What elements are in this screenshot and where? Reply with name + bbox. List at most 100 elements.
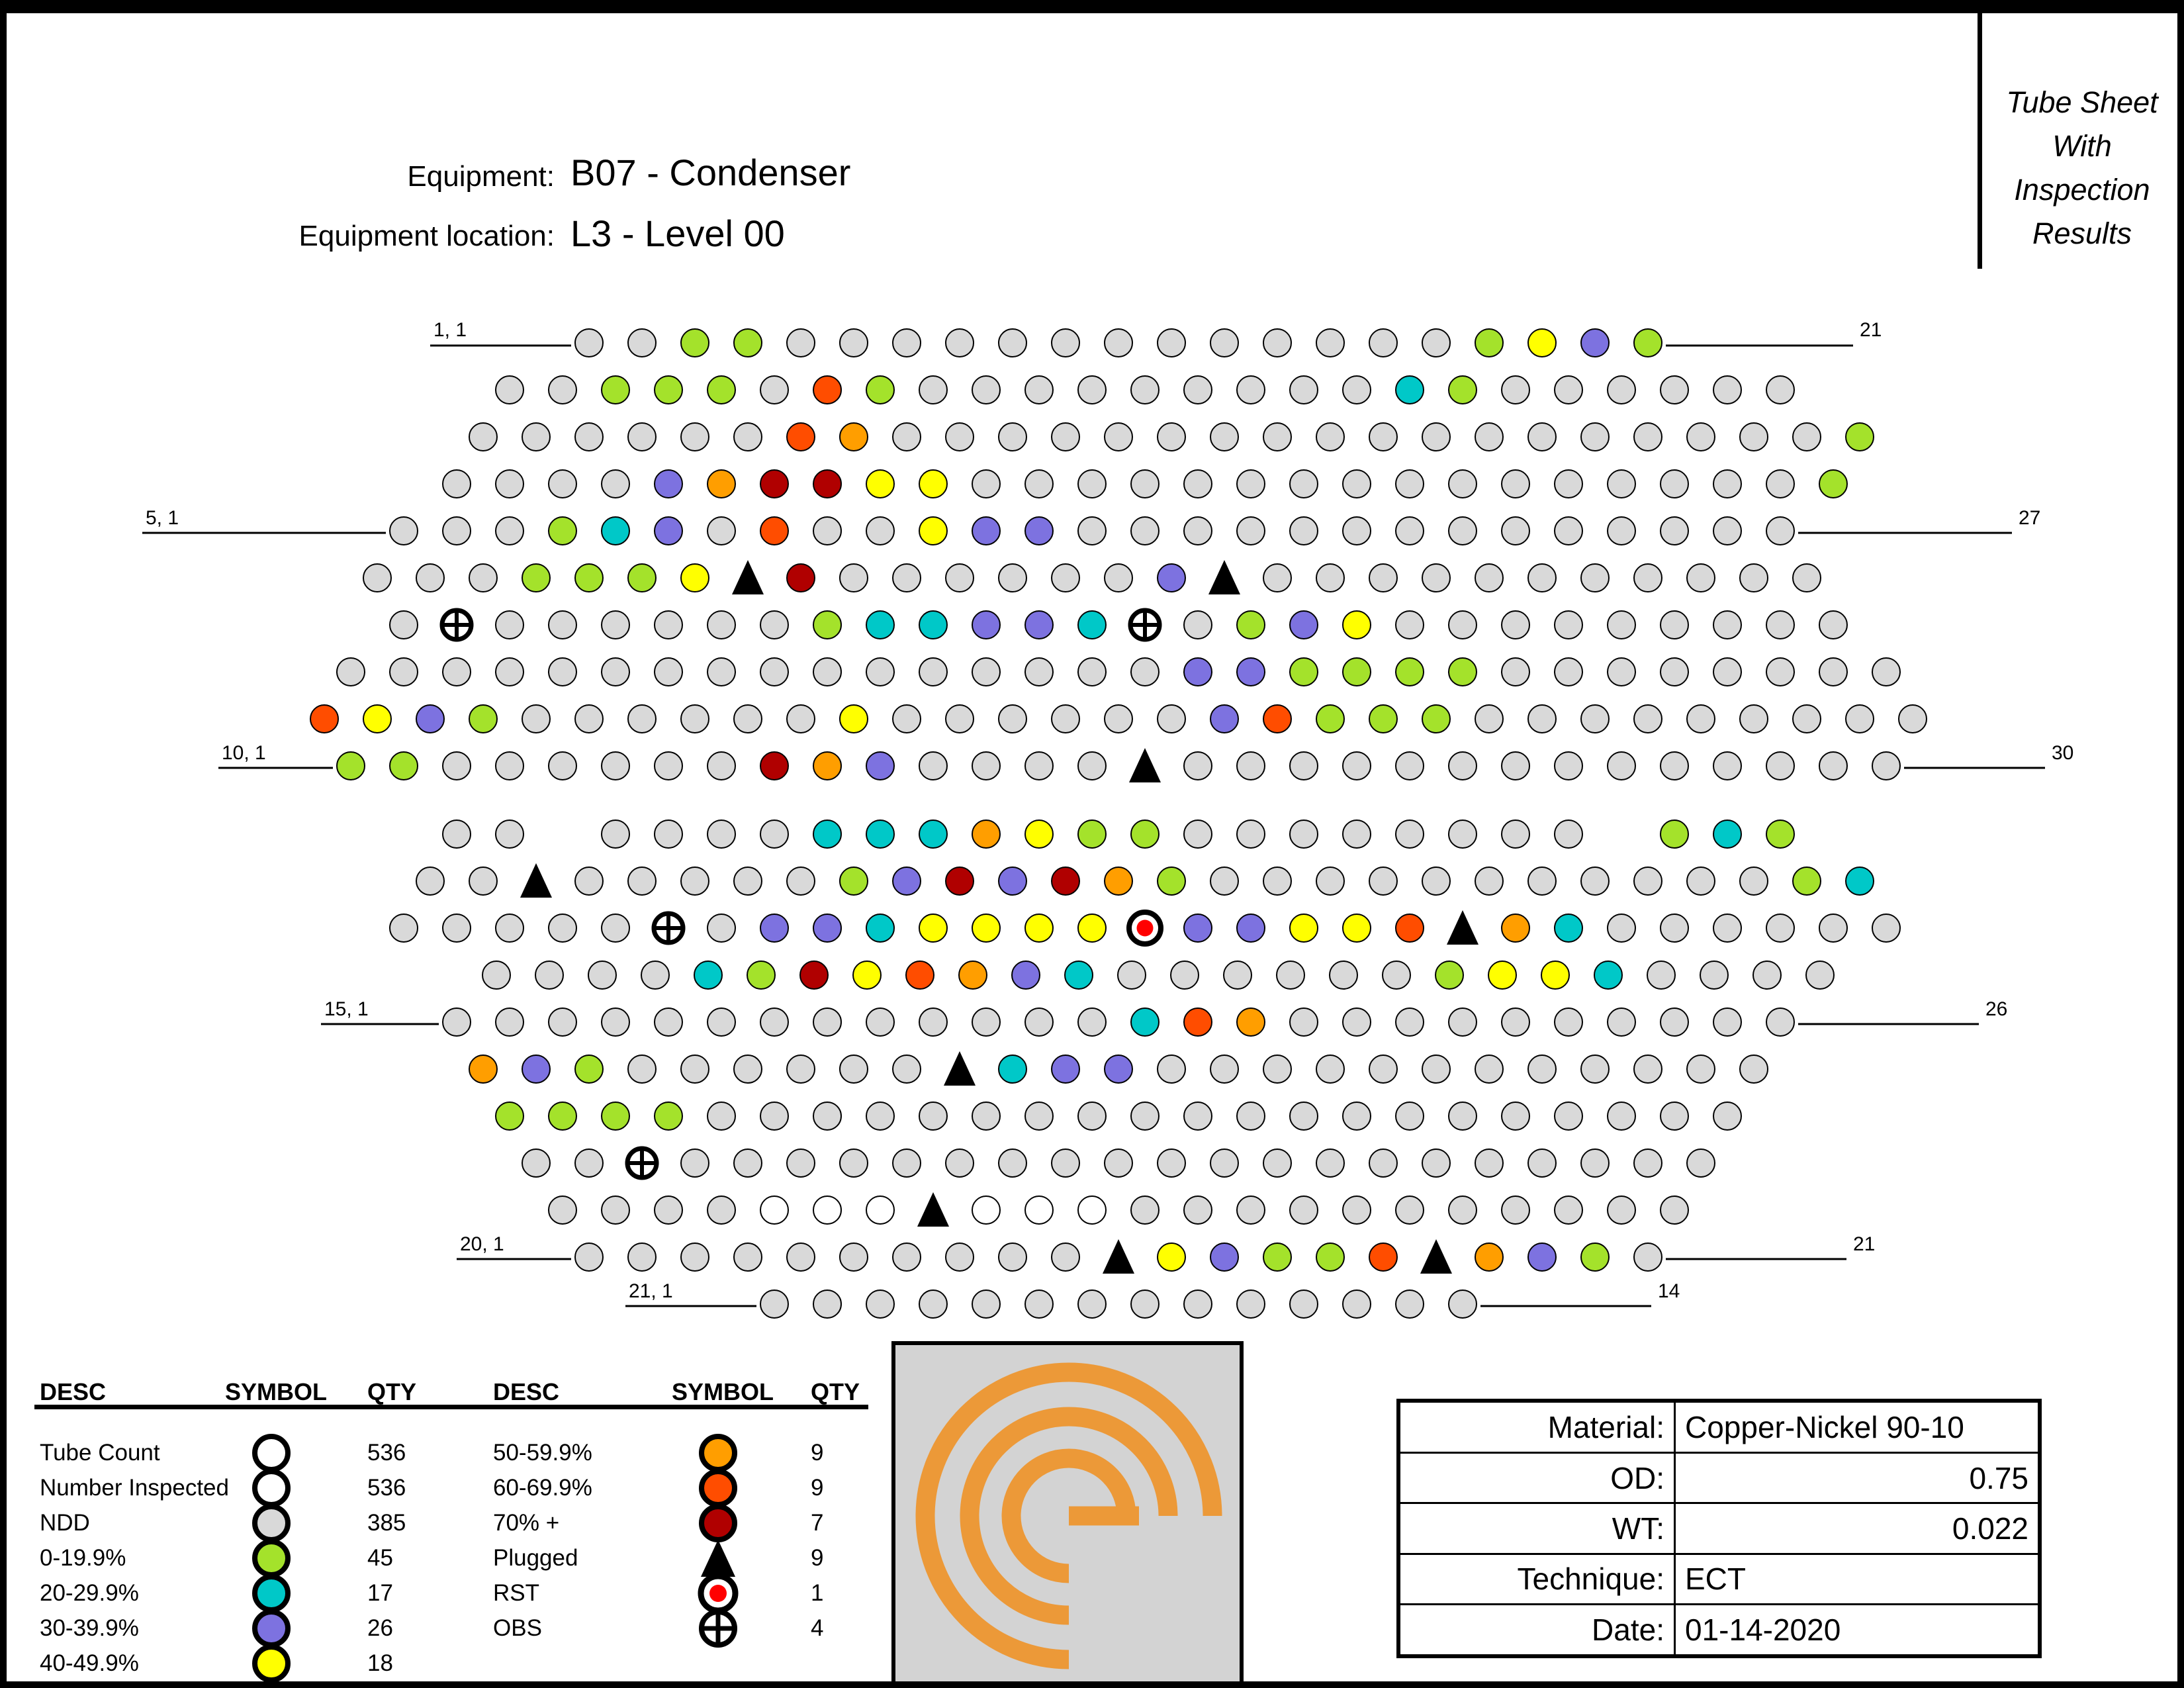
tube-0-19.9% bbox=[680, 328, 709, 357]
tube-ndd bbox=[1289, 1102, 1318, 1131]
tube-ndd bbox=[1713, 375, 1742, 404]
tube-60-69.9% bbox=[1183, 1008, 1212, 1037]
legend-header-underline bbox=[34, 1405, 868, 1409]
tube-ndd bbox=[627, 867, 657, 896]
tube-ndd bbox=[892, 1243, 921, 1272]
legend-item-qty: 26 bbox=[367, 1615, 393, 1641]
tube-ndd bbox=[1607, 1102, 1636, 1131]
tube-ndd bbox=[1263, 328, 1292, 357]
tube-ndd bbox=[1130, 1102, 1160, 1131]
legend-item-label: 70% + bbox=[493, 1510, 560, 1536]
tube-ndd bbox=[548, 469, 577, 498]
tube-40-49.9% bbox=[680, 563, 709, 592]
tube-row-18 bbox=[522, 1146, 1715, 1180]
tube-ndd bbox=[760, 1102, 789, 1131]
tube-row-10 bbox=[336, 748, 1901, 782]
tube-ndd bbox=[1342, 1196, 1371, 1225]
tube-ndd bbox=[1766, 375, 1795, 404]
row-label: 27 bbox=[2019, 507, 2040, 529]
tube-ndd bbox=[1157, 704, 1186, 733]
tube-ndd bbox=[1607, 914, 1636, 943]
tube-ndd bbox=[1395, 1102, 1424, 1131]
tube-ndd bbox=[1607, 610, 1636, 639]
tube-ndd bbox=[1501, 1196, 1530, 1225]
tube-ndd bbox=[1739, 563, 1768, 592]
tube-70%+ bbox=[1051, 867, 1080, 896]
tube-50-59.9% bbox=[469, 1055, 498, 1084]
tube-ndd bbox=[813, 1008, 842, 1037]
tube-rst-core bbox=[1136, 919, 1154, 937]
tube-0-19.9% bbox=[1316, 1243, 1345, 1272]
tube-ndd bbox=[1024, 1289, 1054, 1319]
tube-ndd bbox=[972, 657, 1001, 686]
tube-sheet-map: 1, 1 5, 1 10, 1 15, 1 20, 1 21, 1 21 27 30 26 21 14 bbox=[142, 319, 2073, 1319]
tube-ndd bbox=[1316, 563, 1345, 592]
tube-ndd bbox=[707, 516, 736, 545]
tube-ndd bbox=[1805, 961, 1835, 990]
legend-item-label: 60-69.9% bbox=[493, 1475, 592, 1501]
tube-ndd bbox=[1382, 961, 1411, 990]
tube-ndd bbox=[654, 820, 683, 849]
tube-ndd bbox=[1527, 563, 1557, 592]
tube-ndd bbox=[1819, 610, 1848, 639]
legend-item-label: Number Inspected bbox=[40, 1475, 229, 1501]
legend-symbol-plugged-triangle bbox=[701, 1540, 735, 1577]
tube-ndd bbox=[1263, 1055, 1292, 1084]
tube-30-39.9% bbox=[972, 610, 1001, 639]
tube-ndd bbox=[442, 516, 471, 545]
tube-ndd bbox=[469, 563, 498, 592]
tube-ndd bbox=[495, 469, 524, 498]
tube-60-69.9% bbox=[1369, 1243, 1398, 1272]
tube-0-19.9% bbox=[1263, 1243, 1292, 1272]
logo-arcs-icon bbox=[915, 1362, 1222, 1669]
tube-30-39.9% bbox=[998, 867, 1027, 896]
tube-ndd bbox=[1117, 961, 1146, 990]
tube-ndd bbox=[1527, 422, 1557, 451]
tube-ndd bbox=[654, 657, 683, 686]
tube-ndd bbox=[1607, 516, 1636, 545]
tube-ndd bbox=[1130, 1289, 1160, 1319]
tube-0-19.9% bbox=[839, 867, 868, 896]
tube-ndd bbox=[574, 422, 604, 451]
tube-50-59.9% bbox=[1104, 867, 1133, 896]
equipment-location-label: Equipment location: bbox=[298, 220, 555, 252]
tube-ndd bbox=[1660, 1196, 1689, 1225]
tube-ndd bbox=[760, 375, 789, 404]
tube-ndd bbox=[813, 1102, 842, 1131]
tube-ndd bbox=[1104, 563, 1133, 592]
tube-ndd bbox=[1077, 469, 1107, 498]
tube-ndd bbox=[786, 867, 815, 896]
tube-60-69.9% bbox=[1395, 914, 1424, 943]
tube-ndd bbox=[733, 867, 762, 896]
tube-ndd bbox=[1527, 704, 1557, 733]
tube-30-39.9% bbox=[972, 516, 1001, 545]
tube-ndd bbox=[707, 914, 736, 943]
title-block: Tube Sheet With Inspection Results bbox=[1978, 7, 2177, 269]
tube-ndd bbox=[1342, 516, 1371, 545]
logo-arc bbox=[915, 1362, 1222, 1669]
tube-ndd bbox=[1236, 751, 1265, 780]
tube-ndd bbox=[866, 1008, 895, 1037]
tube-0-19.9% bbox=[601, 1102, 630, 1131]
tube-ndd bbox=[1329, 961, 1358, 990]
tube-ndd bbox=[813, 657, 842, 686]
legend-header-symbol-1: SYMBOL bbox=[225, 1378, 328, 1405]
tube-ndd bbox=[972, 1289, 1001, 1319]
tube-ndd bbox=[1289, 469, 1318, 498]
tube-plugged-triangle bbox=[1420, 1239, 1452, 1274]
tube-ndd bbox=[1183, 751, 1212, 780]
tube-ndd bbox=[1713, 610, 1742, 639]
tube-ndd bbox=[1422, 563, 1451, 592]
tube-ndd bbox=[495, 657, 524, 686]
logo-crossbar bbox=[1069, 1506, 1139, 1526]
tube-plugged-triangle bbox=[732, 560, 764, 594]
tube-ndd bbox=[1580, 422, 1610, 451]
tube-ndd bbox=[1501, 375, 1530, 404]
tube-ndd bbox=[919, 1102, 948, 1131]
equipment-location-value: L3 - Level 00 bbox=[570, 212, 785, 254]
tube-ndd bbox=[1475, 704, 1504, 733]
legend-item-label: NDD bbox=[40, 1510, 90, 1536]
title-line-1: Tube Sheet bbox=[2006, 85, 2158, 119]
tube-ndd bbox=[654, 610, 683, 639]
tube-0-19.9% bbox=[1130, 820, 1160, 849]
